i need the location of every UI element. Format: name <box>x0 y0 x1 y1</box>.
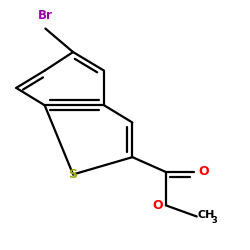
Text: 3: 3 <box>211 216 217 226</box>
Text: Br: Br <box>38 10 53 22</box>
Text: CH: CH <box>198 210 215 220</box>
Text: S: S <box>68 168 78 181</box>
Text: O: O <box>153 199 163 212</box>
Text: O: O <box>198 166 208 178</box>
